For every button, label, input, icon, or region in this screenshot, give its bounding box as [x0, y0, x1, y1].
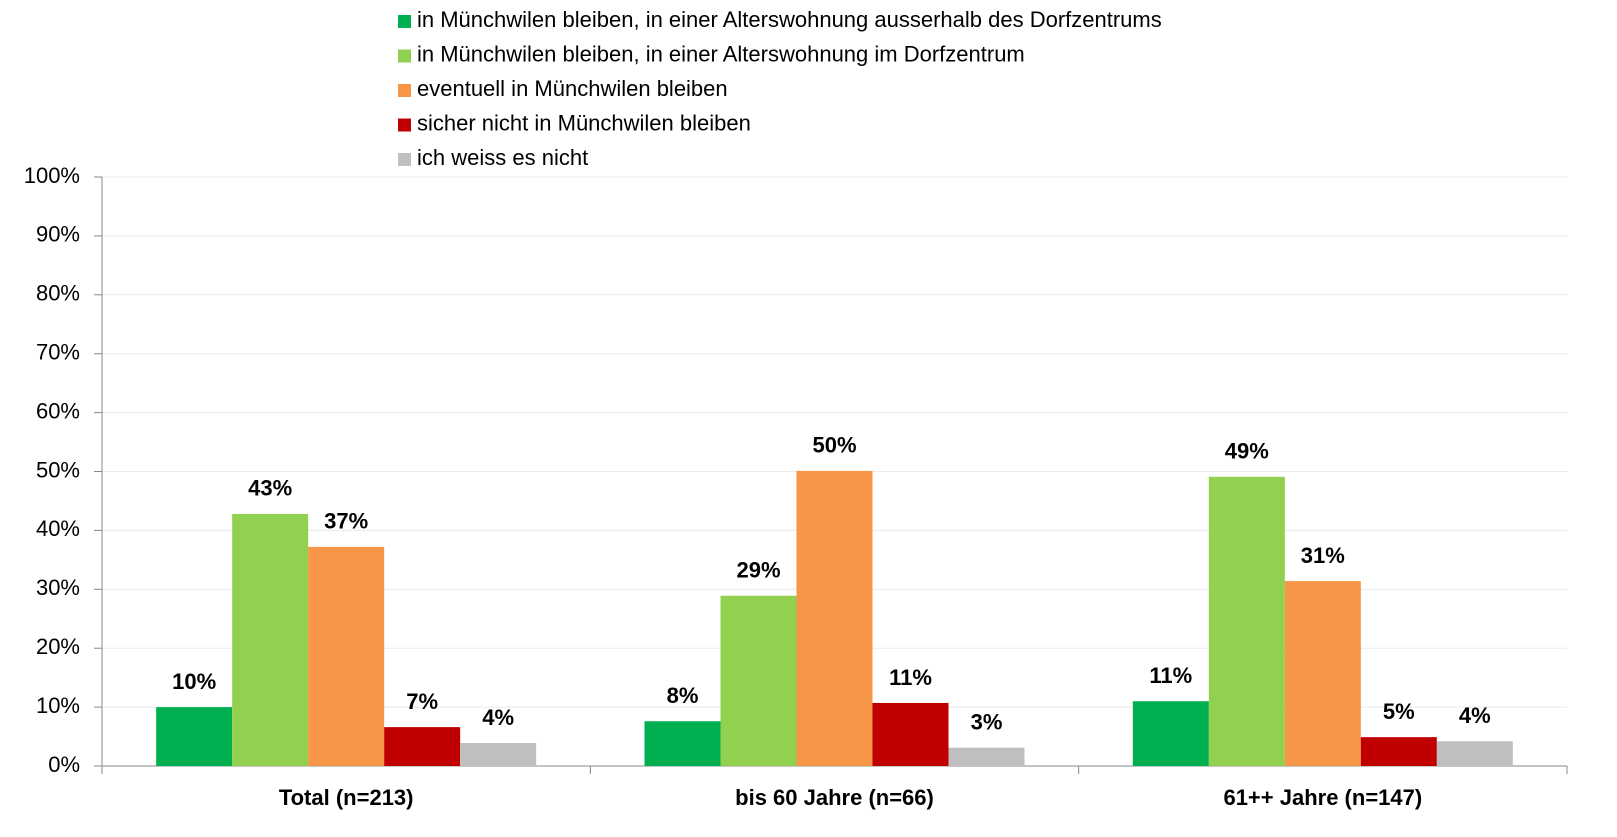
bar [1436, 741, 1513, 766]
data-label: 50% [812, 433, 856, 458]
data-label: 8% [667, 683, 699, 708]
y-tick-label: 10% [36, 693, 80, 718]
bar [644, 721, 721, 766]
legend-label: sicher nicht in Münchwilen bleiben [417, 110, 751, 135]
bar [948, 747, 1025, 766]
y-tick-label: 50% [36, 457, 80, 482]
legend-label: eventuell in Münchwilen bleiben [417, 76, 728, 101]
legend-label: in Münchwilen bleiben, in einer Alterswo… [417, 41, 1025, 66]
bar [1284, 581, 1361, 766]
bar [308, 546, 385, 766]
data-label: 11% [889, 665, 932, 690]
y-tick-label: 20% [36, 634, 80, 659]
bar [232, 513, 309, 766]
legend-swatch [398, 118, 411, 132]
data-label: 49% [1225, 439, 1269, 464]
bar [460, 743, 537, 766]
y-tick-label: 100% [24, 163, 80, 188]
y-tick-label: 80% [36, 281, 80, 306]
y-tick-label: 40% [36, 516, 80, 541]
x-tick-label: bis 60 Jahre (n=66) [735, 785, 934, 810]
legend-label: ich weiss es nicht [417, 145, 588, 170]
data-label: 10% [172, 669, 216, 694]
bar [384, 727, 461, 766]
y-tick-label: 0% [48, 752, 80, 777]
legend-label: in Münchwilen bleiben, in einer Alterswo… [417, 7, 1162, 32]
data-label: 4% [1459, 703, 1491, 728]
data-label: 7% [406, 689, 438, 714]
legend-swatch [398, 49, 411, 63]
data-label: 3% [971, 710, 1003, 735]
x-tick-label: Total (n=213) [279, 785, 414, 810]
data-label: 43% [248, 476, 292, 501]
data-label: 5% [1383, 699, 1415, 724]
bar [156, 707, 233, 766]
data-label: 37% [324, 509, 368, 534]
y-tick-label: 60% [36, 398, 80, 423]
legend-swatch [398, 84, 411, 97]
bar [720, 595, 797, 766]
data-label: 4% [482, 705, 514, 730]
x-tick-label: 61++ Jahre (n=147) [1223, 785, 1422, 810]
y-tick-label: 90% [36, 222, 80, 247]
bar [796, 470, 873, 766]
y-tick-label: 70% [36, 340, 80, 365]
data-label: 31% [1301, 543, 1345, 568]
data-label: 11% [1149, 663, 1192, 688]
legend-swatch [398, 153, 411, 166]
y-tick-label: 30% [36, 575, 80, 600]
data-label: 29% [736, 558, 780, 583]
bar [1360, 737, 1437, 766]
bar [872, 702, 949, 766]
legend-swatch [398, 15, 411, 28]
bar [1208, 476, 1285, 766]
bar [1132, 701, 1209, 766]
